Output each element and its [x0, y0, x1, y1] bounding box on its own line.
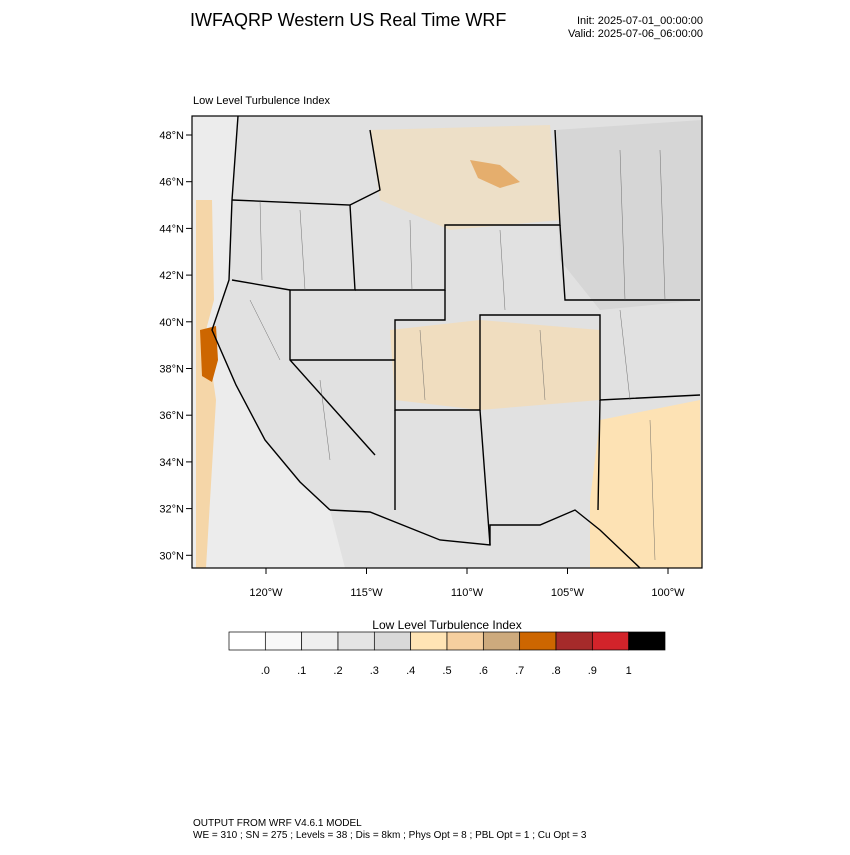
colorbar-label: .3 — [370, 665, 379, 677]
colorbar-label: .0 — [261, 665, 270, 677]
colorbar-box — [337, 631, 375, 651]
colorbar-box — [410, 631, 448, 651]
four-corners-patch — [390, 320, 600, 410]
colorbar-label: .2 — [333, 665, 342, 677]
map-subtitle: Low Level Turbulence Index — [193, 95, 330, 107]
texas-patch — [590, 400, 702, 568]
map-frame — [191, 115, 703, 569]
lat-label: 46°N — [159, 177, 184, 189]
lat-label: 44°N — [159, 223, 184, 235]
colorbar-label: .4 — [406, 665, 415, 677]
colorbar-box — [628, 631, 666, 651]
lon-label: 105°W — [551, 587, 585, 599]
colorbar-box — [228, 631, 266, 651]
county-lines — [249, 149, 666, 561]
colorbar-label: .7 — [515, 665, 524, 677]
colorbar-label: .9 — [588, 665, 597, 677]
montana-patch — [370, 125, 560, 230]
lon-label: 115°W — [350, 587, 383, 599]
footer-line: OUTPUT FROM WRF V4.6.1 MODEL — [193, 818, 362, 829]
colorbar-box — [519, 631, 557, 651]
coastal-band — [196, 200, 216, 568]
init-time: Init: 2025-07-01_00:00:00 — [577, 15, 703, 27]
lon-label: 120°W — [249, 587, 283, 599]
valid-time: Valid: 2025-07-06_06:00:00 — [568, 28, 703, 40]
lat-label: 42°N — [159, 270, 184, 282]
lat-label: 32°N — [159, 504, 184, 516]
lat-label: 38°N — [159, 364, 184, 376]
colorbar-box — [591, 631, 630, 651]
colorbar-label: 1 — [626, 665, 632, 677]
map — [191, 115, 703, 569]
hotspot — [200, 326, 218, 382]
lon-label: 100°W — [651, 587, 685, 599]
colorbar-label: .6 — [479, 665, 488, 677]
boundaries — [211, 115, 701, 569]
colorbar-box — [264, 631, 303, 651]
colorbar-label: .1 — [297, 665, 306, 677]
colorbar-box — [373, 631, 412, 651]
plains-gray — [555, 120, 702, 310]
colorbar-box — [301, 631, 339, 651]
lat-label: 40°N — [159, 317, 184, 329]
footer-line: WE = 310 ; SN = 275 ; Levels = 38 ; Dis … — [193, 830, 587, 841]
colorbar-label: .8 — [551, 665, 560, 677]
lon-label: 110°W — [451, 587, 484, 599]
lat-label: 36°N — [159, 410, 184, 422]
title: IWFAQRP Western US Real Time WRF — [190, 10, 506, 30]
colorbar-box — [446, 631, 484, 651]
lat-label: 34°N — [159, 457, 184, 469]
colorbar-label: .5 — [442, 665, 451, 677]
lat-label: 48°N — [159, 130, 184, 142]
colorbar-box — [482, 631, 521, 651]
colorbar-box — [555, 631, 593, 651]
lat-label: 30°N — [159, 550, 184, 562]
colorbar-title: Low Level Turbulence Index — [372, 618, 521, 632]
